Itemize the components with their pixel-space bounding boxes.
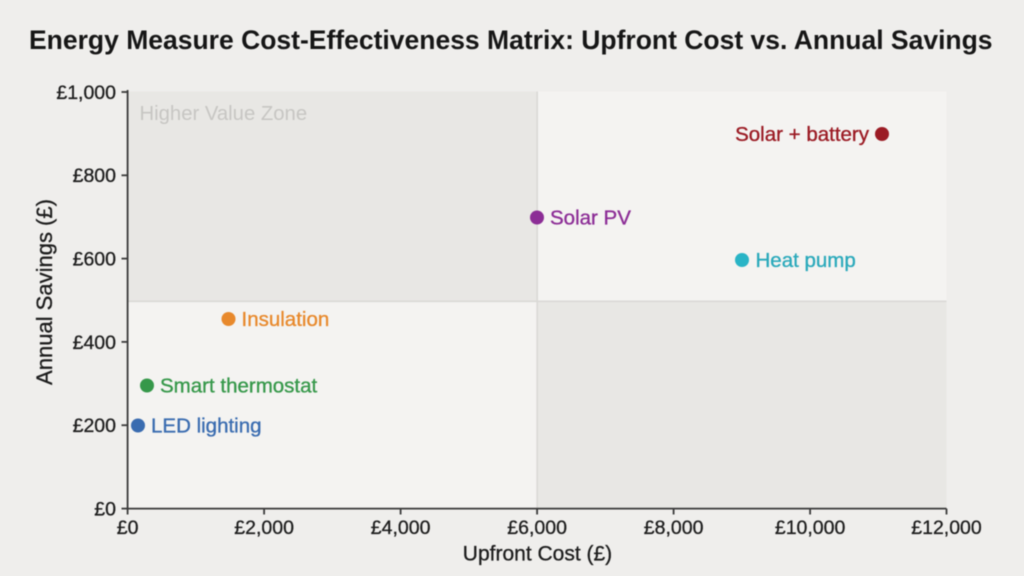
svg-text:£600: £600 <box>73 249 117 271</box>
svg-text:Upfront Cost (£): Upfront Cost (£) <box>463 543 612 566</box>
svg-text:£8,000: £8,000 <box>644 517 704 539</box>
svg-text:£1,000: £1,000 <box>56 82 116 104</box>
svg-text:Heat pump: Heat pump <box>756 249 856 272</box>
svg-text:£12,000: £12,000 <box>911 517 982 539</box>
svg-text:LED lighting: LED lighting <box>151 415 262 438</box>
svg-text:Solar PV: Solar PV <box>550 207 631 230</box>
svg-text:£0: £0 <box>94 499 116 521</box>
svg-text:£200: £200 <box>73 415 117 437</box>
svg-text:Smart thermostat: Smart thermostat <box>160 375 318 398</box>
svg-text:Energy Measure Cost-Effectiven: Energy Measure Cost-Effectiveness Matrix… <box>29 25 993 55</box>
svg-text:Solar + battery: Solar + battery <box>735 123 870 146</box>
svg-text:£0: £0 <box>117 517 139 539</box>
svg-text:Insulation: Insulation <box>242 308 330 331</box>
svg-text:Annual Savings (£): Annual Savings (£) <box>32 199 57 385</box>
svg-text:Higher Value Zone: Higher Value Zone <box>140 103 308 125</box>
svg-text:£4,000: £4,000 <box>371 517 431 539</box>
svg-text:£400: £400 <box>73 332 117 354</box>
svg-text:£10,000: £10,000 <box>775 517 846 539</box>
svg-text:£6,000: £6,000 <box>507 517 567 539</box>
svg-text:£800: £800 <box>73 165 117 187</box>
svg-text:£2,000: £2,000 <box>234 517 294 539</box>
